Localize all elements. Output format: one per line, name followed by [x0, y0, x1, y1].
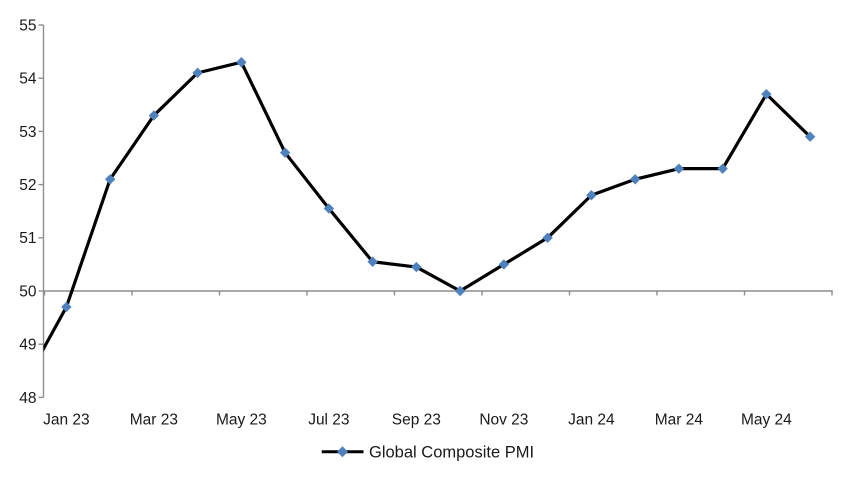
data-point-marker [804, 131, 816, 142]
data-point-marker [629, 174, 641, 185]
data-point-marker [367, 256, 378, 267]
data-point-marker [61, 301, 72, 313]
legend-label: Global Composite PMI [369, 444, 534, 462]
x-axis-tick-label: Nov 23 [479, 412, 528, 429]
y-axis-tick-label: 54 [19, 71, 37, 88]
y-axis-tick-label: 50 [19, 283, 37, 300]
x-axis-tick-label: Jul 23 [308, 412, 349, 429]
legend: Global Composite PMI [321, 444, 534, 462]
x-axis-tick-label: Mar 23 [130, 412, 178, 429]
data-point-marker [279, 147, 291, 158]
data-point-marker [498, 259, 510, 270]
data-point-marker [236, 57, 247, 68]
y-axis-tick-label: 49 [19, 337, 36, 354]
y-axis-tick-label: 55 [19, 17, 36, 34]
y-axis-tick-label: 52 [19, 177, 36, 194]
x-axis-tick-label: Sep 23 [392, 412, 441, 429]
legend-marker-sample [337, 446, 348, 458]
y-axis-tick-label: 53 [19, 124, 36, 141]
data-point-marker [192, 67, 203, 79]
x-axis-tick-label: Jan 24 [568, 412, 615, 429]
data-point-marker [717, 163, 728, 174]
data-point-marker [323, 203, 335, 214]
pmi-series-line [43, 60, 812, 353]
data-point-marker [148, 110, 160, 121]
data-point-marker [411, 261, 422, 273]
data-point-marker [673, 163, 685, 174]
x-axis-tick-label: May 24 [741, 412, 792, 429]
x-axis-tick-label: Mar 24 [655, 412, 704, 429]
data-point-marker [454, 285, 466, 297]
data-point-marker [542, 232, 553, 243]
x-axis-tick-label: Jan 23 [43, 412, 90, 429]
data-point-marker [104, 174, 116, 185]
data-point-marker [586, 190, 597, 201]
y-axis-tick-label: 48 [19, 390, 36, 407]
data-point-marker [761, 88, 772, 100]
x-axis-tick-label: May 23 [216, 412, 267, 429]
y-axis-tick-label: 51 [19, 230, 36, 247]
